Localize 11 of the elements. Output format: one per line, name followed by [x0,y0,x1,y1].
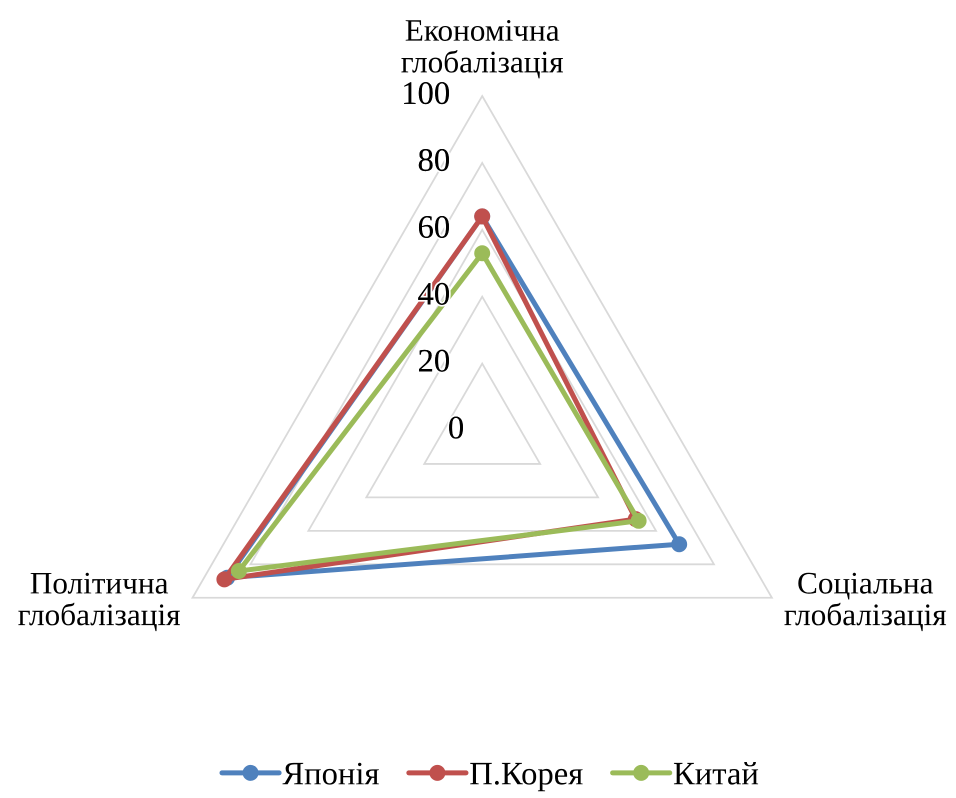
y-tick-label: 100 [404,82,449,104]
y-tick-label: 0 [449,416,463,439]
y-tick-label: 20 [418,350,449,372]
legend-label: П.Корея [470,762,583,792]
spoke-label: Політична глобалізація [18,572,180,632]
legend-label: Китай [674,762,758,785]
spoke-label: Економічна глобалізація [401,20,564,78]
spoke-label: Соціальна глобалізація [784,572,946,632]
y-tick-label: 60 [418,216,449,238]
legend-label: Японія [282,762,379,785]
y-tick-label: 80 [418,149,449,172]
